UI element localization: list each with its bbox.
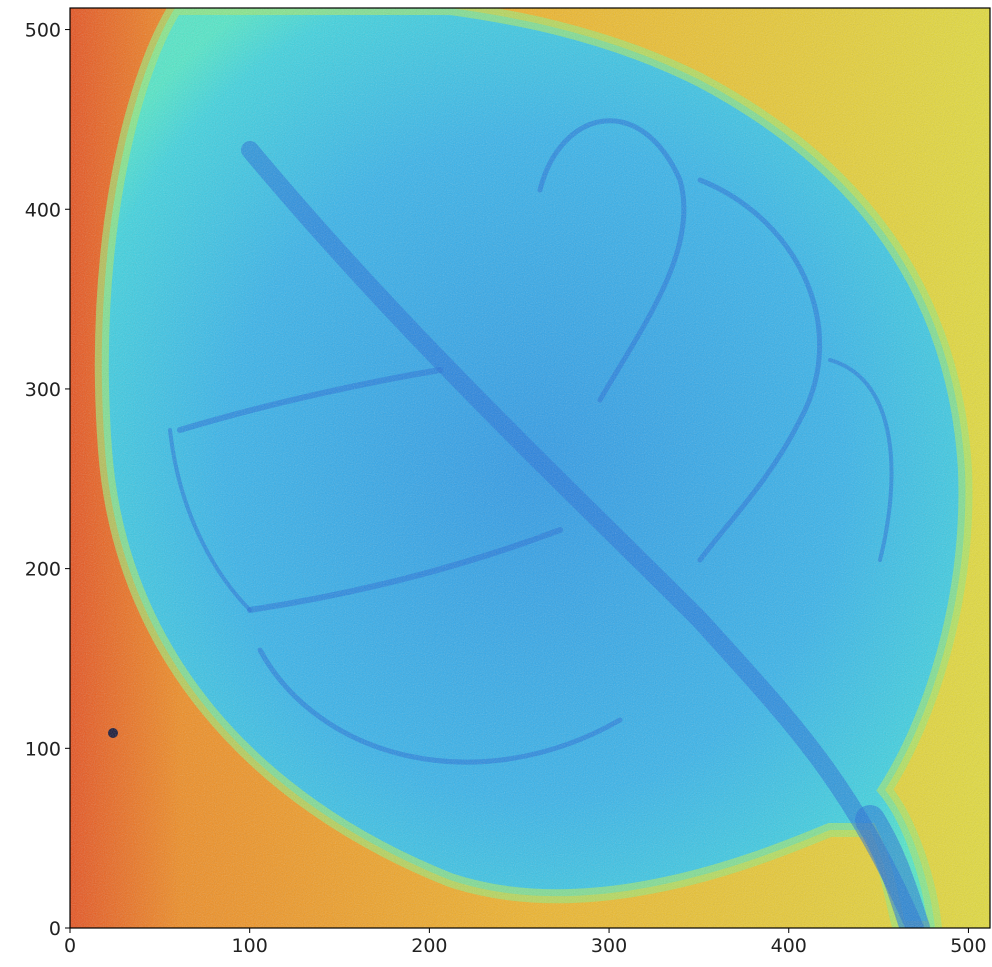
x-tick-label: 200 xyxy=(411,935,447,957)
x-tick-label: 0 xyxy=(64,935,76,957)
y-tick-label: 300 xyxy=(25,379,61,401)
x-tick-label: 500 xyxy=(950,935,986,957)
y-tick-label: 0 xyxy=(49,918,61,940)
x-tick-label: 400 xyxy=(771,935,807,957)
noise xyxy=(70,8,990,928)
image xyxy=(70,8,990,928)
axes-frame xyxy=(69,7,991,929)
x-tick-label: 300 xyxy=(591,935,627,957)
y-tick-label: 100 xyxy=(25,738,61,760)
y-tick-label: 500 xyxy=(25,20,61,42)
x-tick-label: 100 xyxy=(232,935,268,957)
y-tick-label: 200 xyxy=(25,559,61,581)
y-tick-label: 400 xyxy=(25,199,61,221)
